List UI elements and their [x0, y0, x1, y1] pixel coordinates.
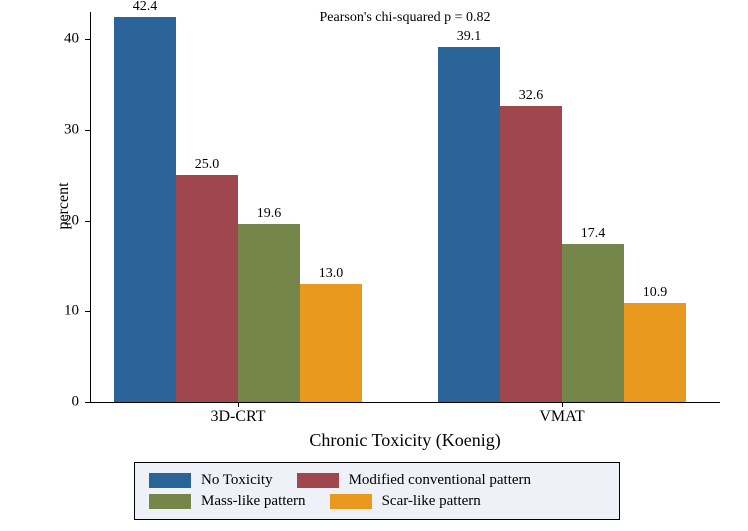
x-group-label: 3D-CRT [210, 408, 265, 426]
legend-label: Modified conventional pattern [349, 472, 531, 489]
y-tick [85, 311, 90, 312]
bar-value-label: 39.1 [457, 29, 482, 45]
legend-swatch [149, 473, 191, 488]
y-tick [85, 130, 90, 131]
legend-item: Scar-like pattern [330, 493, 481, 510]
bar-value-label: 10.9 [643, 285, 668, 301]
y-axis-title: percent [55, 166, 73, 246]
legend-row: No Toxicity Modified conventional pattern [149, 472, 605, 489]
bar [176, 175, 238, 402]
bar [562, 244, 624, 402]
bar [624, 303, 686, 402]
x-axis-line [90, 402, 720, 403]
bar-value-label: 13.0 [319, 266, 344, 282]
legend-label: No Toxicity [201, 472, 273, 489]
bar-value-label: 17.4 [581, 226, 606, 242]
legend-swatch [330, 494, 372, 509]
bar [238, 224, 300, 402]
chart-container: Pearson's chi-squared p = 0.82 percent C… [0, 0, 748, 531]
bar [438, 47, 500, 402]
bar-value-label: 32.6 [519, 88, 544, 104]
y-tick-label: 40 [0, 31, 79, 48]
legend-item: Modified conventional pattern [297, 472, 531, 489]
y-tick [85, 221, 90, 222]
bar [114, 17, 176, 402]
x-tick [238, 402, 239, 407]
bar [300, 284, 362, 402]
chart-annotation: Pearson's chi-squared p = 0.82 [320, 10, 491, 26]
y-tick [85, 39, 90, 40]
y-tick [85, 402, 90, 403]
y-axis-line [90, 12, 91, 402]
bar [500, 106, 562, 402]
y-tick-label: 30 [0, 121, 79, 138]
legend-swatch [297, 473, 339, 488]
legend-item: Mass-like pattern [149, 493, 306, 510]
x-axis-title: Chronic Toxicity (Koenig) [309, 430, 500, 451]
legend-row: Mass-like pattern Scar-like pattern [149, 493, 605, 510]
bar-value-label: 25.0 [195, 157, 220, 173]
legend-item: No Toxicity [149, 472, 273, 489]
bar-value-label: 42.4 [133, 0, 158, 15]
x-group-label: VMAT [539, 408, 584, 426]
legend-label: Mass-like pattern [201, 493, 306, 510]
legend-swatch [149, 494, 191, 509]
y-tick-label: 20 [0, 212, 79, 229]
y-tick-label: 0 [0, 394, 79, 411]
legend-label: Scar-like pattern [382, 493, 481, 510]
x-tick [562, 402, 563, 407]
bar-value-label: 19.6 [257, 206, 282, 222]
y-tick-label: 10 [0, 303, 79, 320]
legend: No Toxicity Modified conventional pattern… [134, 462, 620, 520]
